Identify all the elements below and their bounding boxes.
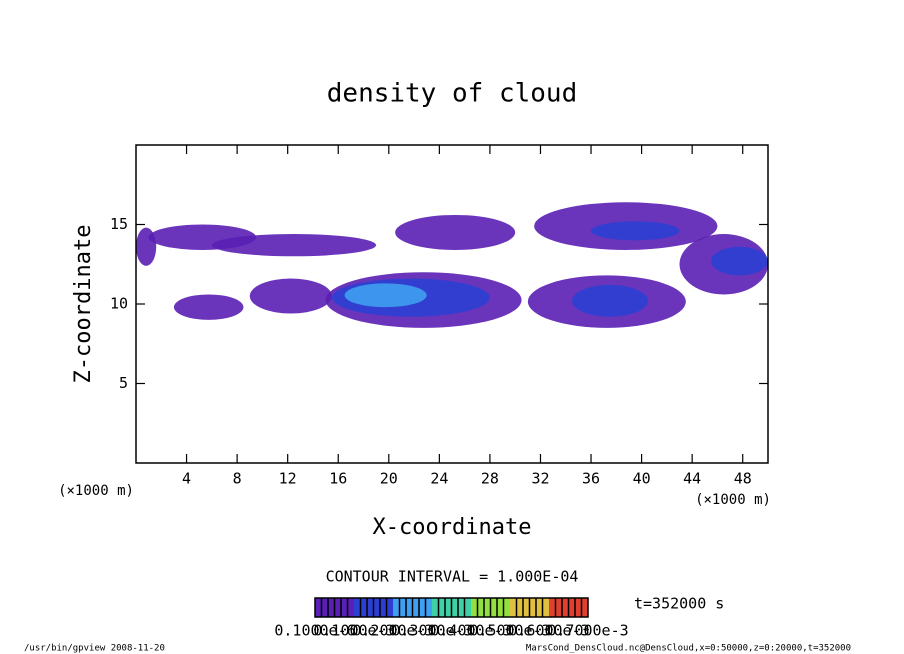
y-tick-label: 5 [119, 374, 128, 392]
y-axis-label: Z-coordinate [71, 225, 96, 384]
x-tick-label: 8 [233, 470, 242, 488]
cloud-region [211, 234, 377, 257]
cloud-region [572, 284, 648, 317]
y-unit: (×1000 m) [58, 483, 134, 499]
colorbar-label: 0.4000e-3 [430, 622, 511, 640]
colorbar-label: 0.3000e-3 [391, 622, 472, 640]
time-label: t=352000 s [634, 595, 724, 613]
cloud-region [249, 278, 332, 314]
cloud-region [173, 294, 244, 320]
cloud-region [395, 214, 516, 250]
x-tick-label: 12 [279, 470, 297, 488]
colorbar-label: 0.7000e-3 [547, 622, 628, 640]
contour-interval: CONTOUR INTERVAL = 1.000E-04 [326, 568, 579, 586]
colorbar-frame [314, 597, 589, 618]
x-tick-label: 36 [582, 470, 600, 488]
x-tick-label: 4 [182, 470, 191, 488]
x-tick-label: 44 [683, 470, 701, 488]
colorbar-label: 0.2000e-3 [352, 622, 433, 640]
y-tick-label: 15 [110, 215, 128, 233]
x-tick-label: 28 [481, 470, 499, 488]
cloud-region [591, 221, 680, 241]
x-axis-label: X-coordinate [373, 515, 532, 540]
cloud-region [711, 246, 768, 276]
chart-title: density of cloud [327, 79, 577, 109]
colorbar-label: 0.6000e-3 [508, 622, 589, 640]
colorbar-label: 0.5000e-3 [469, 622, 550, 640]
colorbar-label: 0.1000e-3 [313, 622, 394, 640]
x-tick-label: 40 [633, 470, 651, 488]
colorbar: 0.1000e-60.1000e-30.2000e-30.3000e-30.40… [274, 597, 629, 640]
footer-right: MarsCond_DensCloud.nc@DensCloud,x=0:5000… [526, 644, 851, 654]
x-tick-label: 32 [531, 470, 549, 488]
x-tick-label: 16 [329, 470, 347, 488]
x-tick-label: 20 [380, 470, 398, 488]
y-tick-label: 10 [110, 295, 128, 313]
x-unit: (×1000 m) [695, 492, 771, 508]
colorbar-label: 0.1000e-6 [274, 622, 355, 640]
cloud-region [344, 283, 427, 308]
footer-left: /usr/bin/gpview 2008-11-20 [24, 644, 165, 654]
shading [136, 202, 768, 328]
x-tick-label: 24 [430, 470, 448, 488]
x-tick-label: 48 [734, 470, 752, 488]
